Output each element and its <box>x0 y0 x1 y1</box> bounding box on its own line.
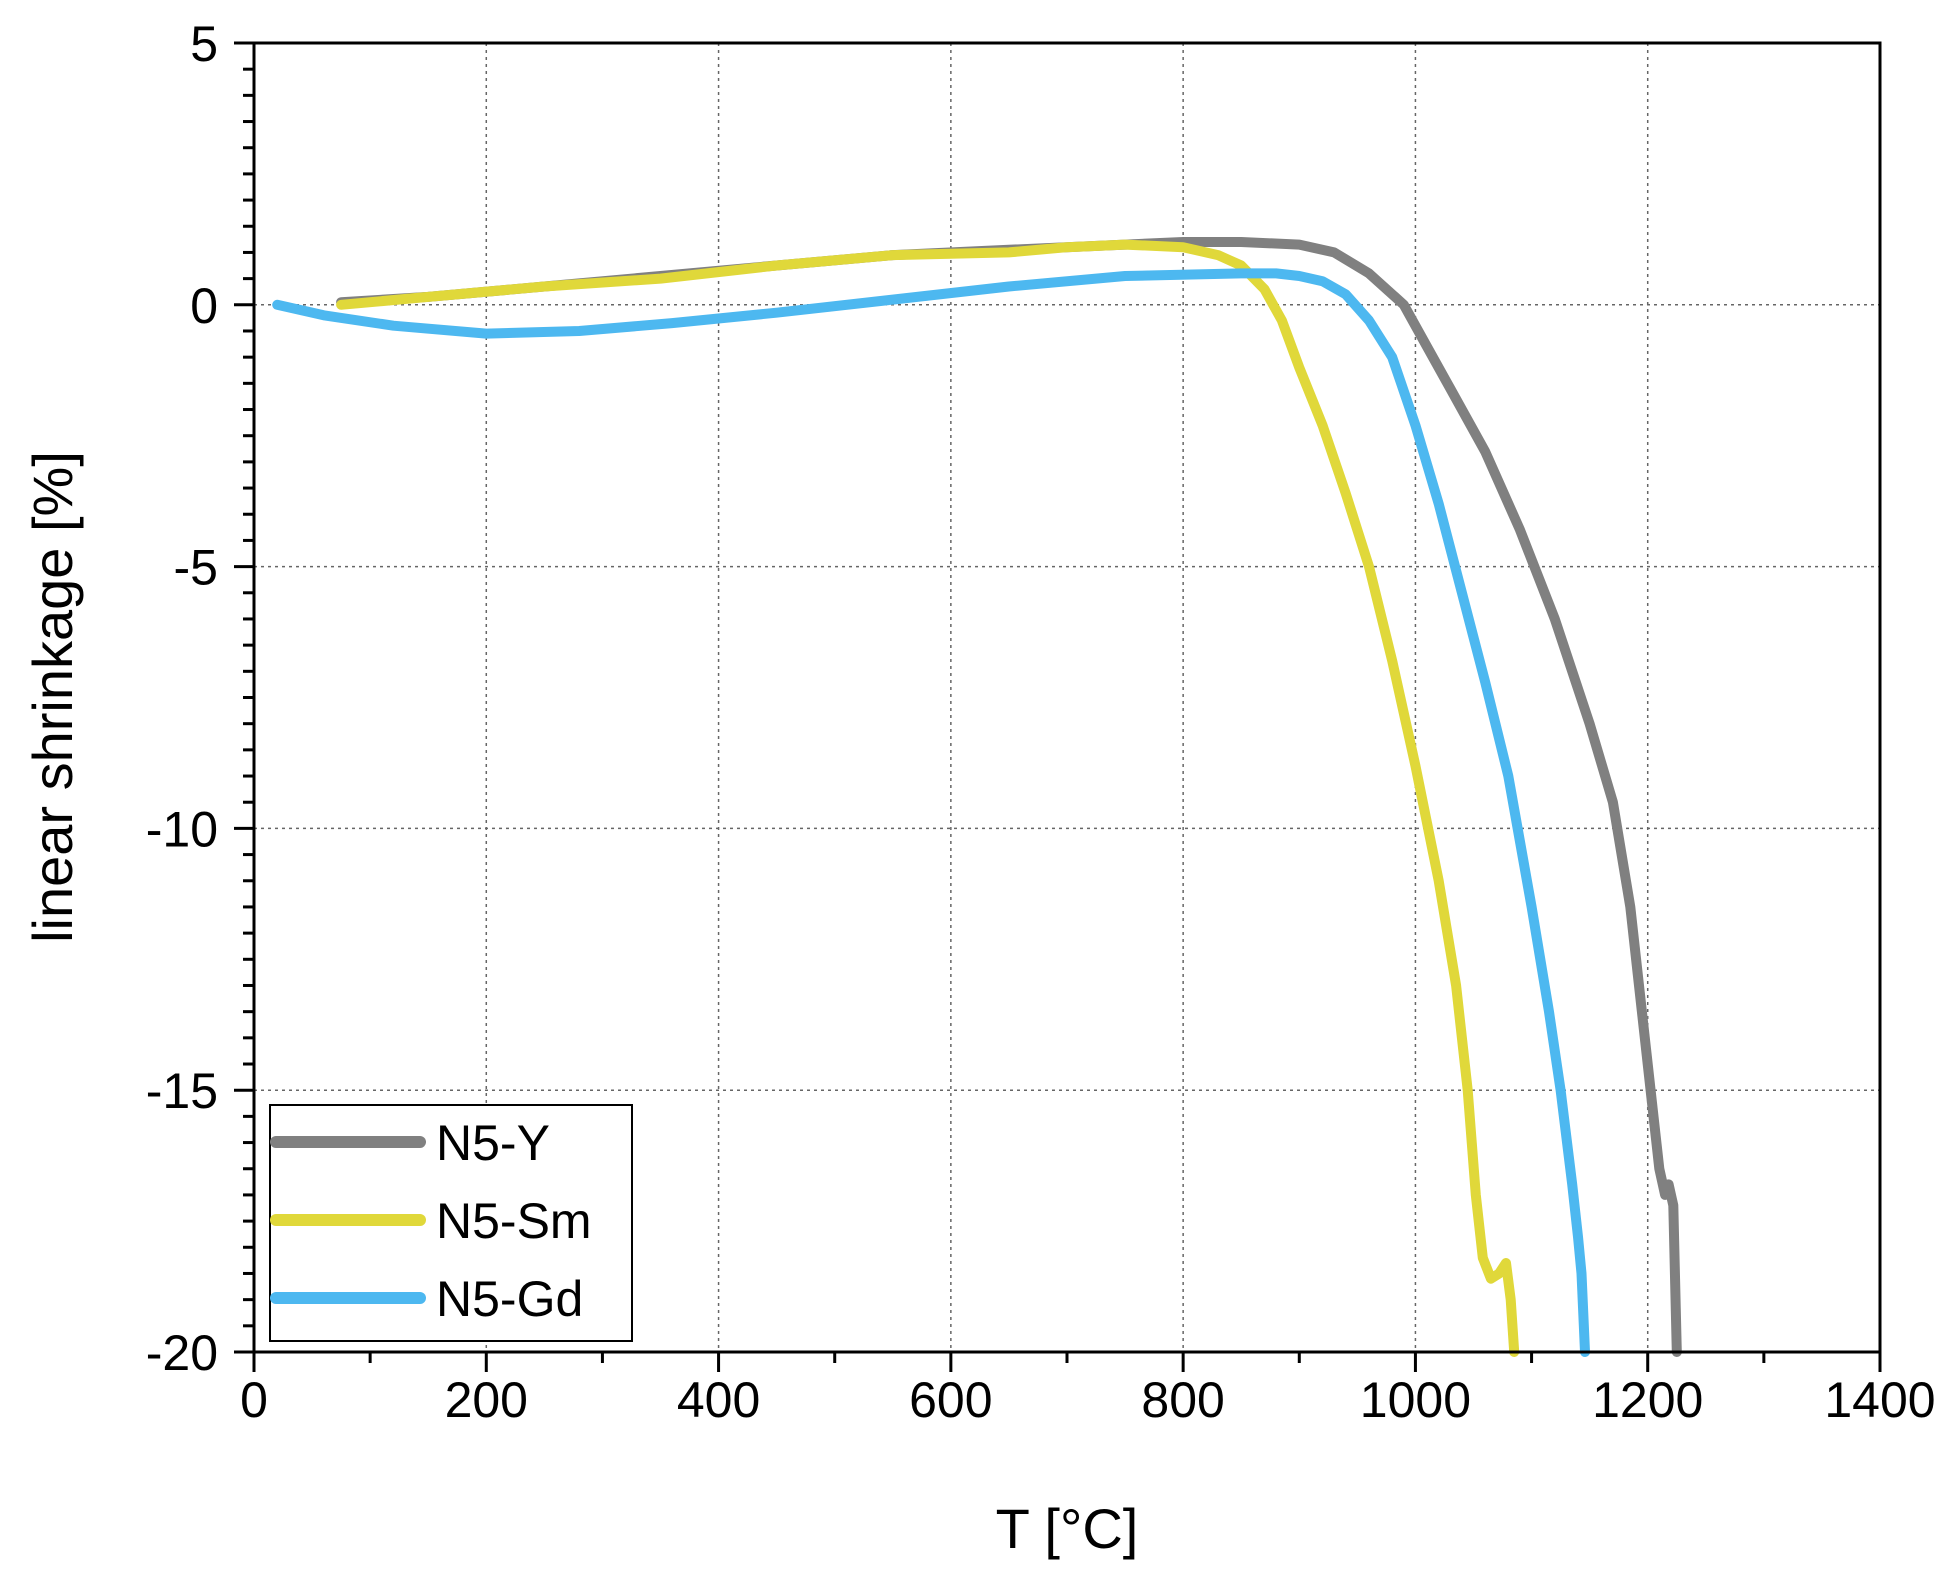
y-tick-label: 5 <box>190 16 218 72</box>
ticks <box>234 41 1882 1372</box>
y-tick-label: -10 <box>146 801 218 857</box>
legend-label-n5-y: N5-Y <box>436 1115 550 1171</box>
y-tick-label: 0 <box>190 278 218 334</box>
x-tick-label: 1000 <box>1360 1372 1471 1428</box>
y-tick-label: -20 <box>146 1325 218 1381</box>
legend-label-n5-gd: N5-Gd <box>436 1271 583 1327</box>
series-line-n5-gd <box>272 268 1590 1357</box>
x-tick-label: 200 <box>445 1372 528 1428</box>
tick-labels: 0 200 400 600 800 1000 1200 1400 5 0 -5 -10 -15 -20 <box>146 16 1936 1428</box>
x-tick-label: 600 <box>909 1372 992 1428</box>
y-tick-label: -5 <box>174 540 218 596</box>
grid <box>254 43 1880 1352</box>
x-tick-label: 0 <box>240 1372 268 1428</box>
x-axis-title: T [°C] <box>996 1497 1139 1560</box>
legend: N5-Y N5-Sm N5-Gd <box>269 1104 633 1342</box>
y-tick-label: -15 <box>146 1063 218 1119</box>
y-axis-title: linear shrinkage [%] <box>21 451 84 943</box>
legend-label-n5-sm: N5-Sm <box>436 1193 592 1249</box>
x-tick-label: 400 <box>677 1372 760 1428</box>
series-layer <box>272 237 1682 1357</box>
x-tick-label: 1400 <box>1824 1372 1935 1428</box>
x-tick-label: 800 <box>1141 1372 1224 1428</box>
x-tick-label: 1200 <box>1592 1372 1703 1428</box>
series-line-n5-sm <box>336 239 1520 1357</box>
